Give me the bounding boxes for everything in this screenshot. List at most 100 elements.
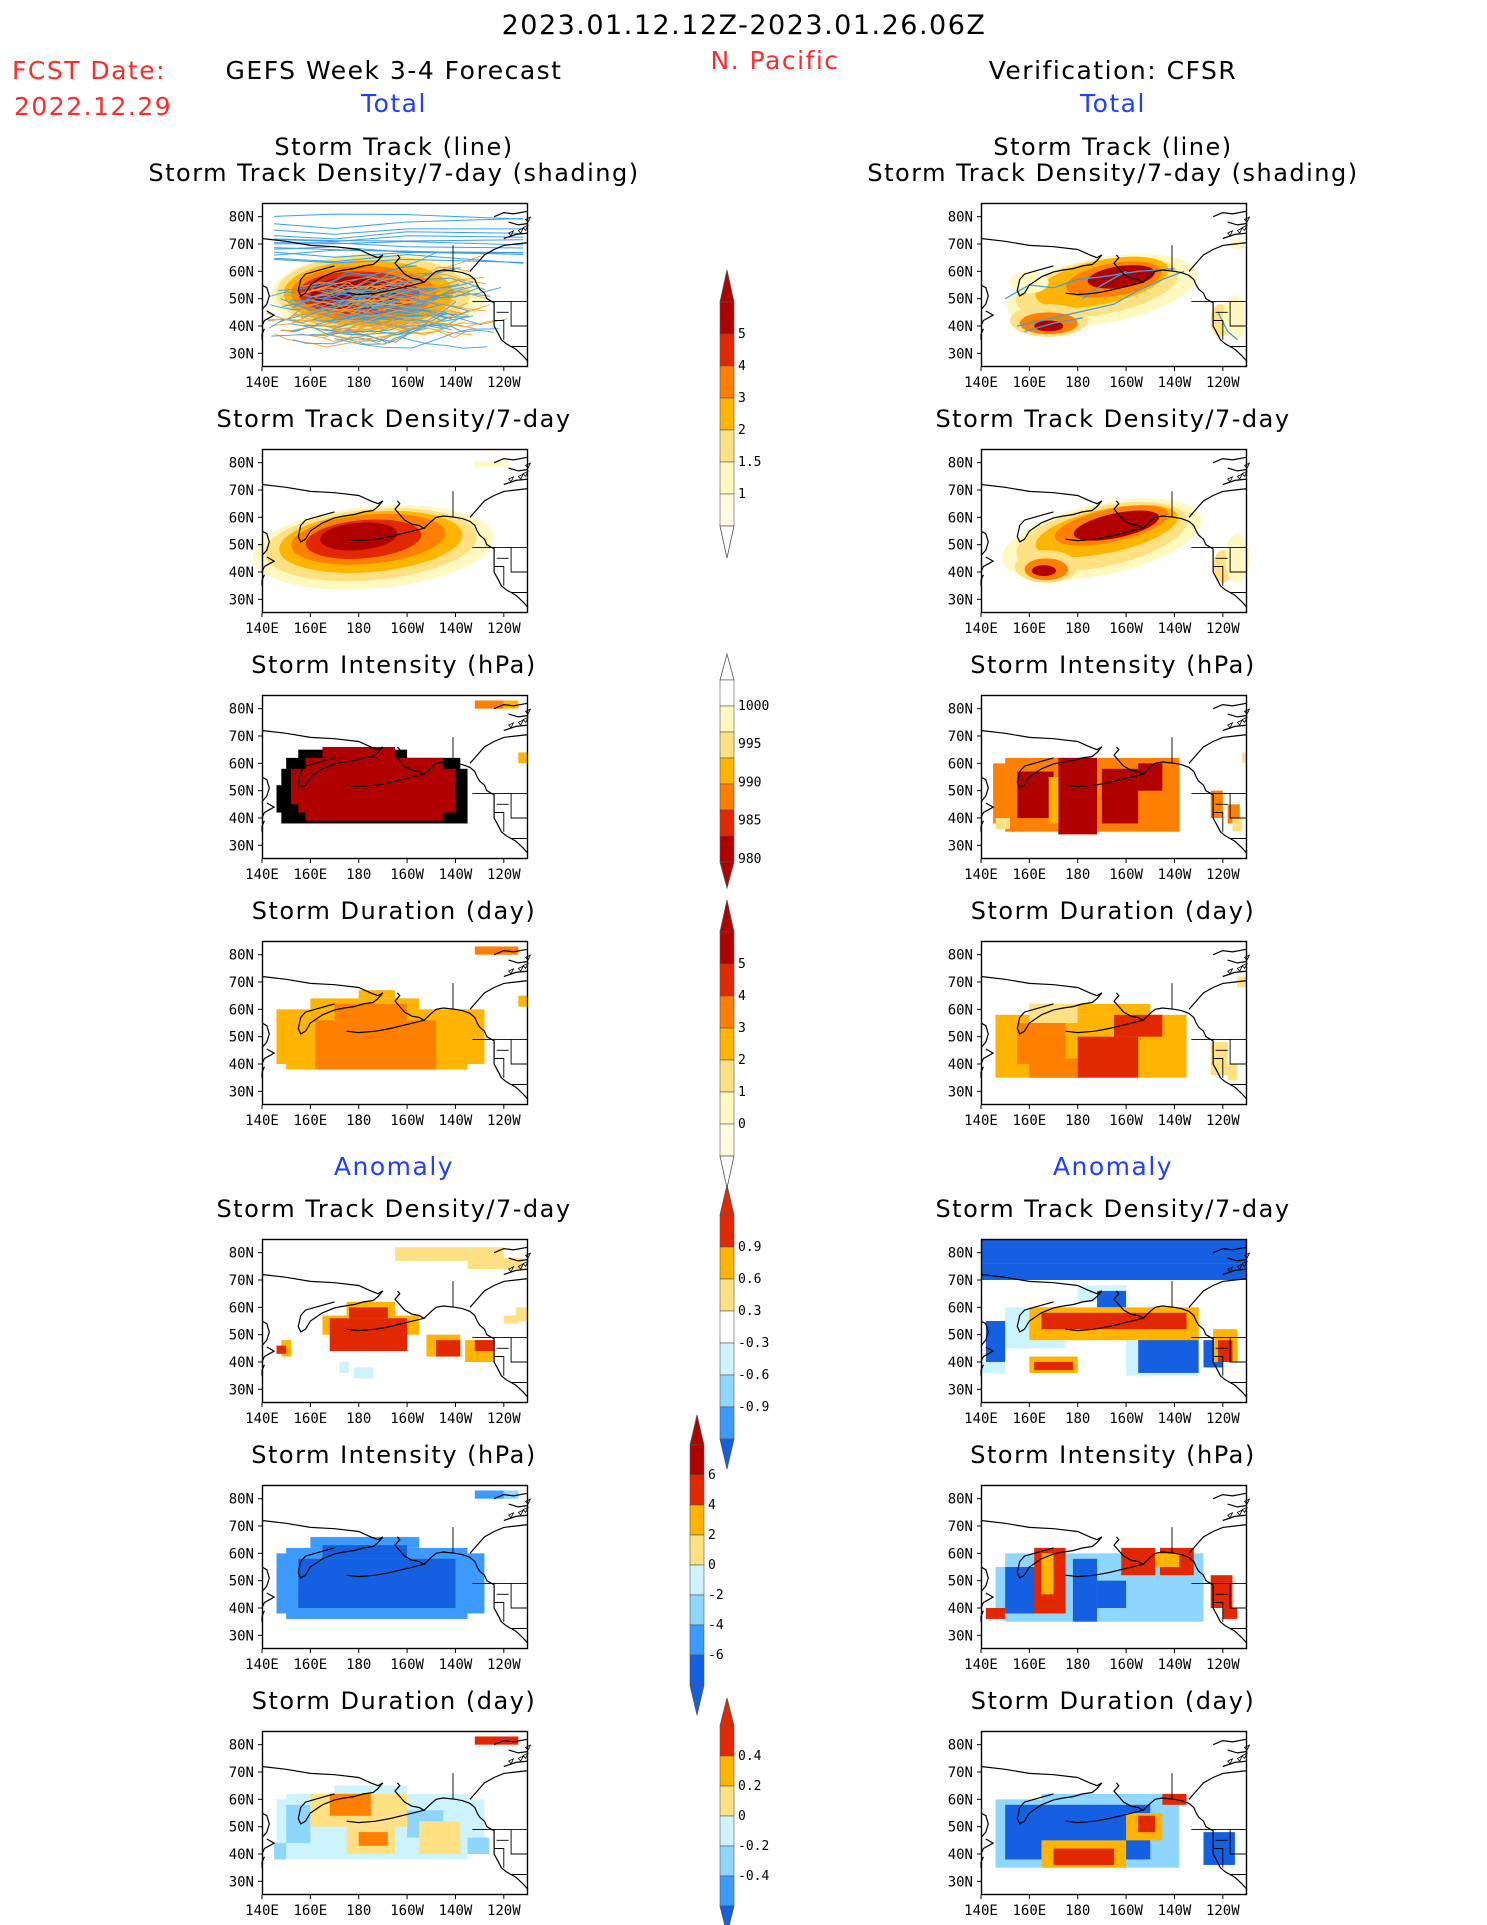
lat-tick-label: 40N (229, 1057, 254, 1073)
lon-tick-label: 140W (1158, 1657, 1192, 1673)
lat-tick-label: 60N (948, 1002, 973, 1018)
lon-tick-label: 120W (487, 1411, 521, 1427)
lat-tick-label: 30N (229, 1628, 254, 1644)
lon-tick-label: 160W (390, 375, 424, 391)
lon-tick-label: 140E (245, 375, 279, 391)
lon-tick-label: 160W (1109, 621, 1143, 637)
panel-title-vf-intensity: Storm Intensity (hPa) (970, 651, 1256, 679)
anomaly-label-right: Anomaly (1052, 1152, 1174, 1181)
lon-tick-label: 160W (1109, 1657, 1143, 1673)
panel-title-vf-duration: Storm Duration (day) (970, 897, 1256, 925)
lon-tick-label: 160W (390, 1903, 424, 1919)
lat-tick-label: 70N (948, 1765, 973, 1781)
lon-tick-label: 140E (964, 867, 998, 883)
lon-tick-label: 160E (1013, 1411, 1047, 1427)
total-label-left: Total (361, 89, 427, 118)
lat-tick-label: 50N (948, 1574, 973, 1590)
lon-tick-label: 140E (245, 621, 279, 637)
lon-tick-label: 160E (294, 1903, 328, 1919)
lat-tick-label: 30N (229, 592, 254, 608)
lon-tick-label: 120W (487, 1113, 521, 1129)
lon-tick-label: 160E (294, 1657, 328, 1673)
lat-tick-label: 30N (229, 1874, 254, 1890)
map-panel-vf-intensity-anom (977, 1484, 1251, 1653)
lat-tick-label: 40N (948, 811, 973, 827)
colorbar-tick-label: 995 (738, 737, 761, 752)
map-panel-fc-intensity-anom (258, 1484, 532, 1653)
lon-tick-label: 180 (1065, 867, 1090, 883)
lon-tick-label: 160W (1109, 867, 1143, 883)
lat-tick-label: 80N (229, 702, 254, 718)
lat-tick-label: 50N (948, 1820, 973, 1836)
lat-tick-label: 50N (948, 784, 973, 800)
lat-tick-label: 50N (948, 292, 973, 308)
lat-tick-label: 60N (948, 1546, 973, 1562)
verification-title: Verification: CFSR (988, 56, 1238, 85)
lat-tick-label: 40N (229, 565, 254, 581)
lat-tick-label: 60N (948, 1300, 973, 1316)
map-panel-vf-density-anom (977, 1238, 1251, 1407)
lon-tick-label: 140E (964, 1411, 998, 1427)
lon-tick-label: 180 (346, 1657, 371, 1673)
colorbar-tick-label: -4 (708, 1618, 724, 1633)
lon-tick-label: 140W (439, 375, 473, 391)
lat-tick-label: 50N (229, 784, 254, 800)
lon-tick-label: 160W (390, 1657, 424, 1673)
lon-tick-label: 140E (964, 375, 998, 391)
colorbar-tick-label: -0.9 (738, 1400, 769, 1415)
lon-tick-label: 160W (1109, 375, 1143, 391)
lat-tick-label: 80N (229, 1246, 254, 1262)
lon-tick-label: 120W (1206, 375, 1240, 391)
total-label-right: Total (1080, 89, 1146, 118)
lat-tick-label: 80N (948, 948, 973, 964)
lon-tick-label: 140E (964, 1657, 998, 1673)
lon-tick-label: 160E (294, 621, 328, 637)
lat-tick-label: 60N (229, 1300, 254, 1316)
lat-tick-label: 30N (948, 592, 973, 608)
lat-tick-label: 30N (948, 1382, 973, 1398)
colorbar-tick-label: 4 (738, 989, 746, 1004)
lat-tick-label: 60N (229, 264, 254, 280)
lon-tick-label: 140E (245, 867, 279, 883)
lat-tick-label: 70N (948, 483, 973, 499)
lat-tick-label: 80N (948, 1492, 973, 1508)
lat-tick-label: 40N (948, 1601, 973, 1617)
lon-tick-label: 140E (245, 1411, 279, 1427)
lat-tick-label: 70N (948, 975, 973, 991)
colorbar-tick-label: 4 (708, 1498, 716, 1513)
colorbar-tick-label: -0.4 (738, 1869, 769, 1884)
lon-tick-label: 140E (245, 1903, 279, 1919)
lat-tick-label: 60N (948, 1792, 973, 1808)
lat-tick-label: 70N (948, 1273, 973, 1289)
lat-tick-label: 80N (948, 210, 973, 226)
lon-tick-label: 160E (1013, 621, 1047, 637)
lat-tick-label: 80N (948, 1738, 973, 1754)
panel-title-fc-duration-anom: Storm Duration (day) (251, 1687, 537, 1715)
colorbar-density-anom: 0.9 0.6 0.3 -0.3 -0.6 -0.9 (719, 1184, 769, 1470)
lat-tick-label: 40N (229, 319, 254, 335)
lon-tick-label: 120W (1206, 1113, 1240, 1129)
colorbar-tick-label: 5 (738, 327, 746, 342)
colorbar-duration-anom: 0.4 0.2 0 -0.2 -0.4 (719, 1697, 769, 1925)
lat-tick-label: 50N (229, 292, 254, 308)
lat-tick-label: 30N (948, 1084, 973, 1100)
lon-tick-label: 120W (1206, 1903, 1240, 1919)
lon-tick-label: 180 (1065, 1411, 1090, 1427)
lon-tick-label: 140W (439, 621, 473, 637)
lon-tick-label: 140W (439, 1657, 473, 1673)
colorbar-tick-label: 5 (738, 957, 746, 972)
lat-tick-label: 70N (948, 237, 973, 253)
lon-tick-label: 160E (294, 375, 328, 391)
colorbar-tick-label: 1000 (738, 699, 769, 714)
lat-tick-label: 50N (229, 1574, 254, 1590)
lat-tick-label: 70N (229, 1273, 254, 1289)
colorbar-tick-label: -2 (708, 1588, 724, 1603)
map-panel-vf-track (977, 202, 1251, 371)
lat-tick-label: 50N (948, 538, 973, 554)
lat-tick-label: 30N (229, 346, 254, 362)
lon-tick-label: 160E (294, 1113, 328, 1129)
lat-tick-label: 60N (229, 756, 254, 772)
lon-tick-label: 140W (1158, 867, 1192, 883)
lon-tick-label: 160W (390, 1113, 424, 1129)
